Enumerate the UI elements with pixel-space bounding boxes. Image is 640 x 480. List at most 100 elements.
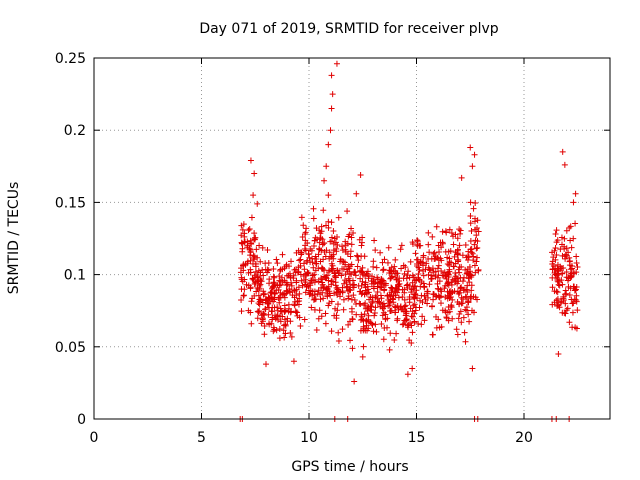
data-point xyxy=(554,289,561,296)
data-point xyxy=(441,285,448,292)
data-point xyxy=(362,305,369,312)
data-point xyxy=(408,313,415,320)
data-point xyxy=(395,294,402,301)
data-point xyxy=(316,307,323,314)
data-point xyxy=(401,270,408,277)
data-point xyxy=(414,295,421,302)
data-point xyxy=(351,269,358,276)
data-point xyxy=(356,300,363,307)
data-point xyxy=(369,299,376,306)
data-point xyxy=(451,253,458,260)
data-point xyxy=(454,251,461,258)
data-point xyxy=(255,292,262,299)
data-point xyxy=(455,278,462,285)
data-point xyxy=(446,226,453,233)
data-point xyxy=(277,318,284,325)
data-point xyxy=(321,248,328,255)
data-point xyxy=(399,286,406,293)
data-point xyxy=(565,249,572,256)
data-point xyxy=(346,277,353,284)
data-point xyxy=(296,314,303,321)
data-point xyxy=(307,290,314,297)
data-point xyxy=(421,317,428,324)
data-point xyxy=(298,249,305,256)
data-point xyxy=(290,358,297,365)
data-point xyxy=(276,273,283,280)
data-point xyxy=(275,295,282,302)
data-point xyxy=(240,292,247,299)
data-point xyxy=(424,300,431,307)
data-point xyxy=(553,288,560,295)
data-point xyxy=(553,239,560,246)
data-point xyxy=(384,324,391,331)
data-point xyxy=(355,257,362,264)
data-point xyxy=(560,293,567,300)
data-point xyxy=(555,351,562,358)
data-point xyxy=(409,365,416,372)
data-point xyxy=(254,284,261,291)
data-point xyxy=(571,283,578,290)
data-point xyxy=(465,311,472,318)
data-point xyxy=(571,287,578,294)
data-point xyxy=(457,284,464,291)
data-point xyxy=(281,322,288,329)
data-point xyxy=(237,269,244,276)
y-tick-label: 0.05 xyxy=(55,340,86,356)
data-point xyxy=(385,244,392,251)
data-point xyxy=(271,274,278,281)
data-point xyxy=(288,279,295,286)
data-point xyxy=(444,279,451,286)
data-point xyxy=(466,318,473,325)
y-tick-label: 0.25 xyxy=(55,51,86,67)
data-point xyxy=(448,259,455,266)
data-point xyxy=(360,325,367,332)
data-point xyxy=(415,264,422,271)
data-point xyxy=(457,308,464,315)
data-point xyxy=(256,242,263,249)
data-point xyxy=(260,290,267,297)
data-point xyxy=(474,217,481,224)
data-point xyxy=(474,296,481,303)
data-point xyxy=(318,228,325,235)
data-point xyxy=(372,247,379,254)
data-point xyxy=(247,257,254,264)
data-point xyxy=(460,314,467,321)
data-point xyxy=(358,311,365,318)
data-point xyxy=(566,254,573,261)
data-point xyxy=(371,310,378,317)
data-point xyxy=(455,315,462,322)
data-point xyxy=(432,268,439,275)
data-point xyxy=(449,315,456,322)
data-point xyxy=(274,260,281,267)
data-point xyxy=(418,321,425,328)
data-point xyxy=(309,272,316,279)
data-point xyxy=(357,275,364,282)
data-point xyxy=(469,250,476,257)
data-point xyxy=(359,353,366,360)
data-point xyxy=(573,260,580,267)
data-point xyxy=(475,228,482,235)
data-point xyxy=(279,251,286,258)
data-point xyxy=(553,297,560,304)
data-point xyxy=(244,242,251,249)
data-point xyxy=(469,365,476,372)
data-point xyxy=(283,261,290,268)
data-point xyxy=(473,245,480,252)
data-point xyxy=(445,280,452,287)
data-point xyxy=(257,281,264,288)
data-point xyxy=(458,263,465,270)
data-point xyxy=(290,272,297,279)
data-point xyxy=(384,259,391,266)
data-point xyxy=(374,283,381,290)
data-point xyxy=(475,266,482,273)
data-point xyxy=(563,227,570,234)
data-point xyxy=(557,299,564,306)
data-point xyxy=(348,261,355,268)
data-point xyxy=(563,245,570,252)
data-point xyxy=(328,234,335,241)
data-point xyxy=(381,256,388,263)
data-point xyxy=(395,281,402,288)
data-point xyxy=(440,272,447,279)
data-point xyxy=(420,252,427,259)
data-point xyxy=(428,303,435,310)
